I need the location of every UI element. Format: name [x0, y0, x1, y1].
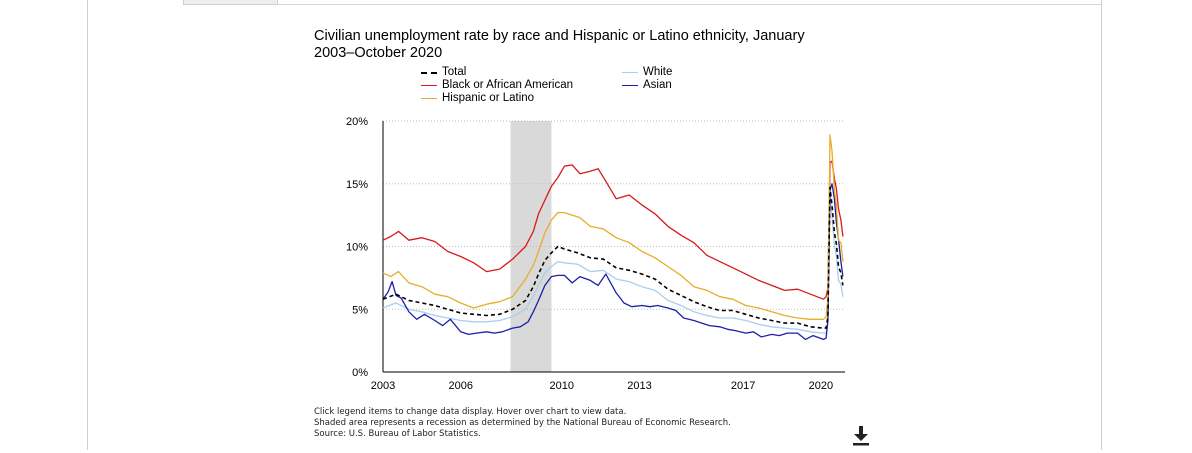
- series-line-total[interactable]: [382, 186, 844, 329]
- chart-notes: Click legend items to change data displa…: [314, 407, 731, 440]
- legend-label-total: Total: [442, 66, 467, 78]
- legend-label-white: White: [643, 66, 673, 78]
- series-line-hispanic-or-latino[interactable]: [382, 134, 844, 320]
- note-recession: Shaded area represents a recession as de…: [314, 418, 731, 428]
- legend-swatch-asian: [622, 85, 638, 86]
- y-tick-label: 20%: [346, 116, 368, 128]
- series-line-black-or-african-american[interactable]: [382, 160, 844, 300]
- download-icon[interactable]: [850, 424, 872, 448]
- x-tick-label: 2013: [627, 380, 651, 392]
- note-interaction: Click legend items to change data displa…: [314, 407, 627, 417]
- legend-label-black: Black or African American: [442, 79, 574, 91]
- panel-left-border: [87, 0, 88, 450]
- panel-top-border: [276, 4, 1101, 5]
- x-tick-label: 2010: [550, 380, 574, 392]
- x-tick-label: 2020: [809, 380, 833, 392]
- series-line-asian[interactable]: [382, 183, 844, 341]
- panel-right-border: [1101, 0, 1102, 450]
- legend-swatch-hispanic: [421, 98, 437, 99]
- chart-title: Civilian unemployment rate by race and H…: [314, 28, 805, 61]
- legend-label-asian: Asian: [643, 79, 672, 91]
- y-tick-label: 5%: [352, 304, 368, 316]
- y-tick-label: 10%: [346, 242, 368, 254]
- x-tick-label: 2006: [448, 380, 472, 392]
- legend-label-hispanic: Hispanic or Latino: [442, 92, 535, 104]
- legend-swatch-white: [622, 72, 638, 73]
- note-source: Source: U.S. Bureau of Labor Statistics.: [314, 429, 481, 439]
- x-tick-label: 2003: [371, 380, 395, 392]
- y-tick-label: 15%: [346, 179, 368, 191]
- y-tick-label: 0%: [352, 367, 368, 379]
- x-tick-label: 2017: [731, 380, 755, 392]
- legend-swatch-black: [421, 85, 437, 86]
- legend-swatch-total: [421, 72, 437, 74]
- tab-stub[interactable]: [183, 0, 278, 5]
